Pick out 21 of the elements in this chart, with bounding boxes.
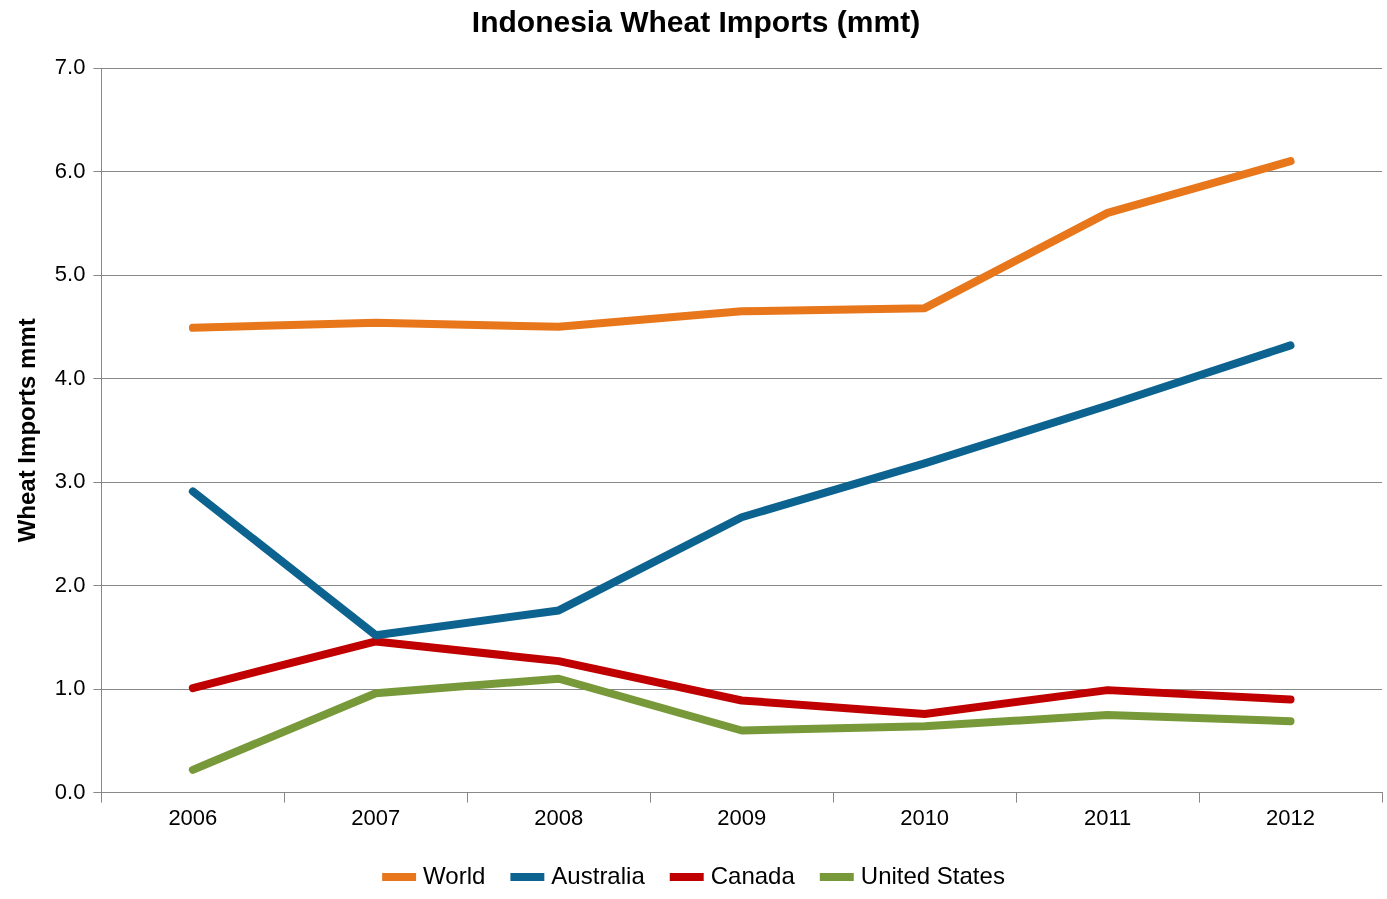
x-tick-label: 2007 [351,804,401,830]
x-tick-label: 2012 [1266,804,1315,830]
y-tick-label: 4.0 [54,364,86,390]
x-tick-label: 2010 [900,804,950,830]
y-tick-label: 5.0 [54,261,86,287]
legend-label: Australia [551,861,646,889]
y-tick-label: 1.0 [54,675,86,701]
x-tick-label: 2008 [534,804,584,830]
y-tick-label: 0.0 [54,778,86,804]
x-tick-label: 2006 [168,804,218,830]
legend-label: Canada [710,861,796,889]
chart-title: Indonesia Wheat Imports (mmt) [471,5,921,39]
y-tick-label: 7.0 [54,54,86,80]
x-tick-label: 2009 [717,804,767,830]
y-axis-title: Wheat Imports mmt [13,318,41,543]
legend-label: United States [860,861,1005,889]
y-tick-label: 6.0 [54,157,86,183]
x-tick-label: 2011 [1083,804,1132,830]
legend-label: World [423,861,486,889]
y-tick-label: 3.0 [54,468,86,494]
y-tick-label: 2.0 [54,571,86,597]
